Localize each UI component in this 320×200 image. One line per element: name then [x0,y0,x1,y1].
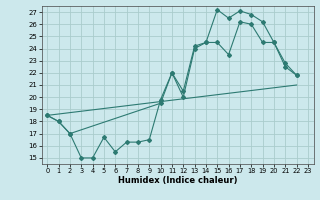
X-axis label: Humidex (Indice chaleur): Humidex (Indice chaleur) [118,176,237,185]
